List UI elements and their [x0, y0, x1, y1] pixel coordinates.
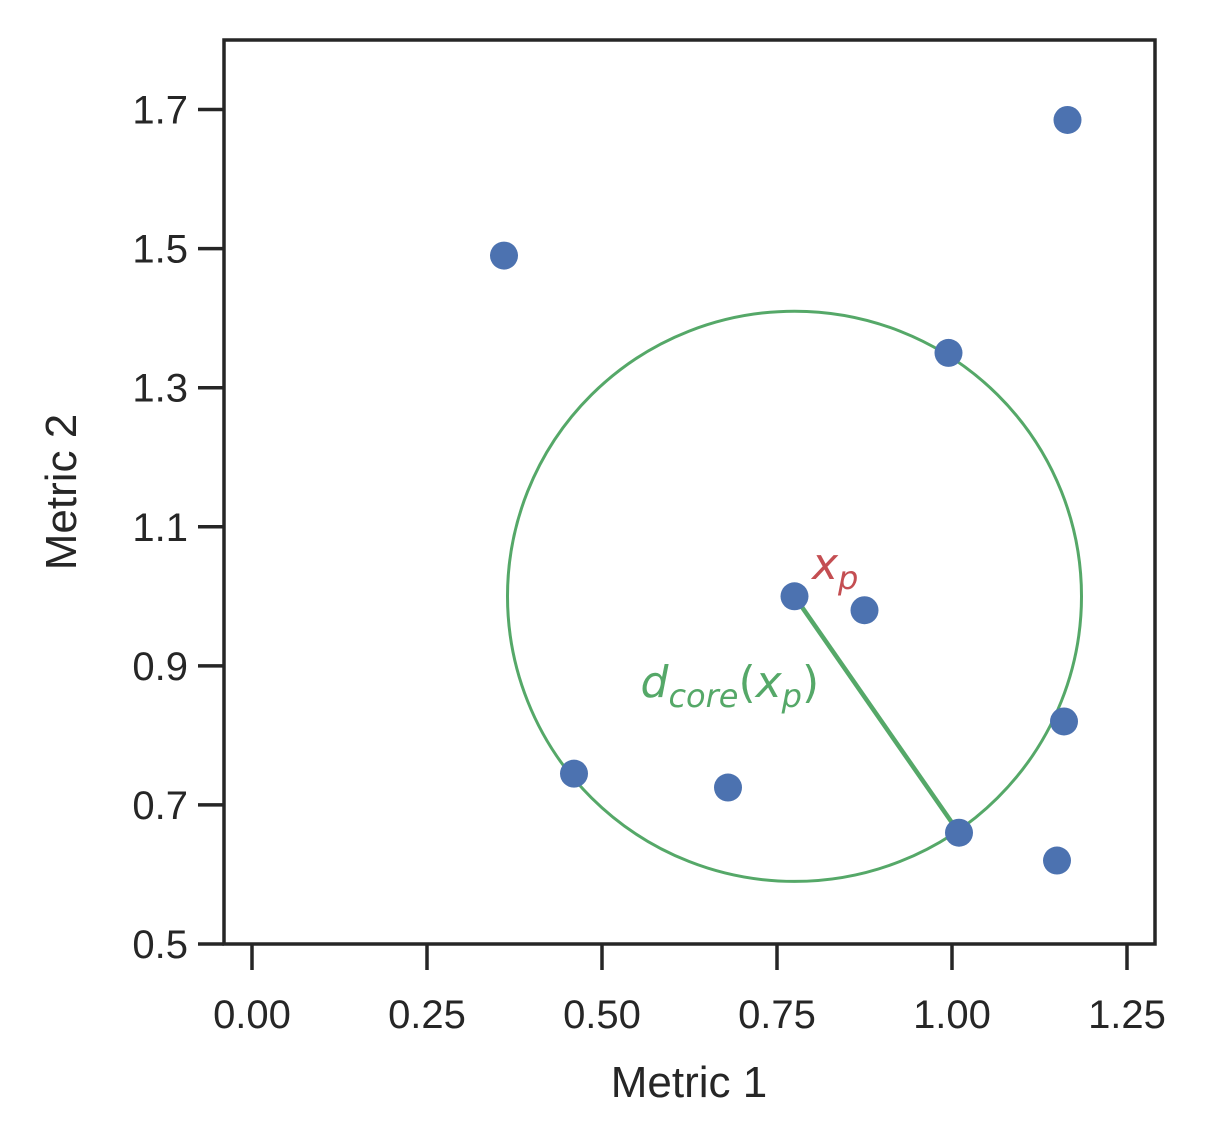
core-distance-layer	[506, 309, 1083, 883]
dcore-close-paren: )	[802, 657, 819, 708]
x-axis-title: Metric 1	[611, 1058, 767, 1107]
x-axis: 0.00 0.25 0.50 0.75 1.00 1.25	[213, 944, 1166, 1037]
data-point	[714, 773, 742, 802]
data-point	[1043, 846, 1071, 875]
plot-frame	[222, 38, 1157, 946]
y-tick-label: 1.5	[132, 228, 188, 272]
y-tick-label: 0.7	[132, 784, 188, 828]
data-point	[934, 338, 963, 367]
x-tick-label: 0.00	[213, 993, 291, 1037]
y-axis-title: Metric 2	[37, 414, 86, 570]
x-tick-label: 0.75	[738, 993, 816, 1037]
dcore-x-subscript: p	[781, 677, 802, 715]
data-point	[780, 582, 809, 611]
y-tick-label: 1.7	[132, 89, 188, 133]
core-distance-circle	[506, 309, 1083, 883]
point-label-xp: xp	[810, 539, 858, 597]
y-tick-label: 1.1	[132, 506, 188, 550]
x-tick-label: 0.25	[388, 993, 466, 1037]
data-point	[945, 818, 973, 847]
dcore-d: d	[641, 657, 670, 708]
y-axis: 0.5 0.7 0.9 1.1 1.3 1.5 1.7	[132, 89, 224, 967]
dcore-open-paren: (	[738, 657, 755, 708]
dcore-x: x	[754, 657, 783, 708]
data-point	[850, 596, 879, 625]
y-tick-label: 0.9	[132, 645, 188, 689]
data-points	[490, 105, 1082, 875]
core-distance-label: dcore(xp)	[641, 657, 820, 715]
data-point	[1050, 707, 1078, 736]
plot-area	[224, 40, 1155, 944]
y-tick-label: 1.3	[132, 367, 188, 411]
data-point	[1053, 105, 1082, 134]
point-label-subscript: p	[837, 559, 858, 597]
x-tick-label: 1.00	[913, 993, 991, 1037]
data-point	[560, 759, 588, 788]
x-tick-label: 1.25	[1088, 993, 1166, 1037]
core-distance-line	[792, 595, 961, 835]
point-label-base: x	[810, 539, 839, 590]
annotations: xp dcore(xp)	[641, 539, 859, 715]
data-point	[490, 241, 518, 270]
y-tick-label: 0.5	[132, 923, 188, 967]
x-tick-label: 0.50	[563, 993, 641, 1037]
dcore-subscript: core	[668, 677, 738, 715]
